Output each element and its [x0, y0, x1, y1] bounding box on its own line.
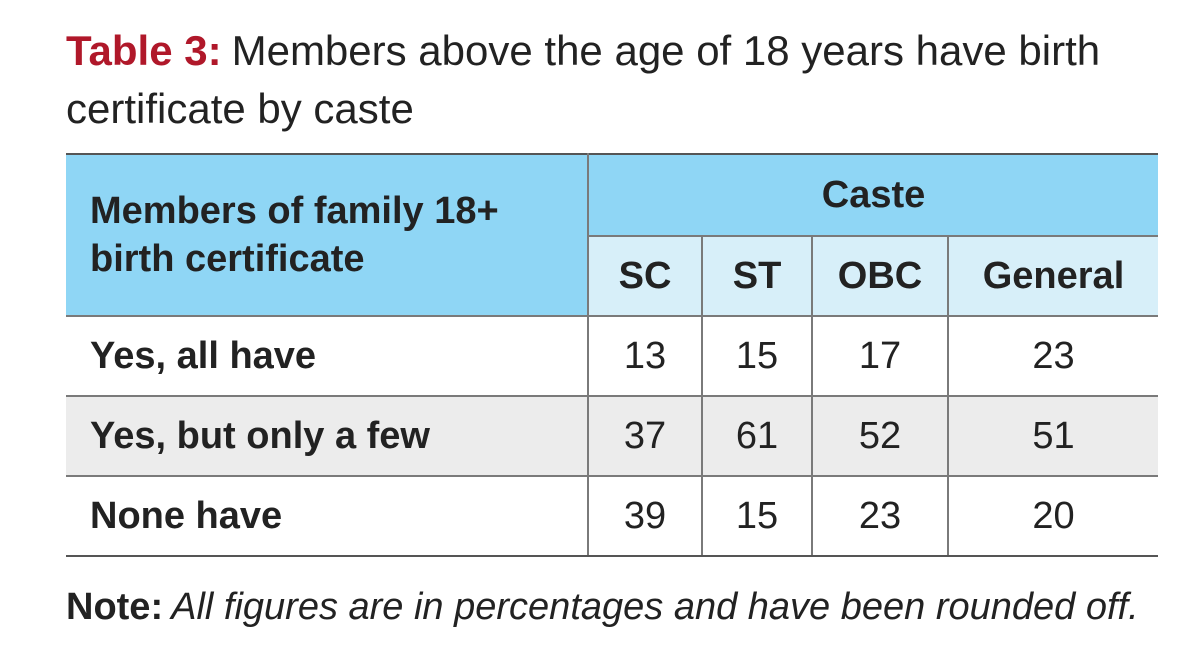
cell-value: 37: [587, 395, 703, 477]
cell-value: 20: [947, 475, 1158, 557]
cell-value: 23: [811, 475, 949, 557]
table-row: Yes, all have 13 15 17 23: [66, 315, 1158, 397]
note-text: All figures are in percentages and have …: [171, 586, 1139, 628]
cell-value: 13: [587, 315, 703, 397]
cell-value: 39: [587, 475, 703, 557]
table-number: Table 3:: [66, 27, 222, 74]
row-label: None have: [66, 475, 589, 557]
column-header-sc: SC: [588, 235, 703, 317]
table-caption: Members above the age of 18 years have b…: [66, 27, 1101, 132]
column-header-st: ST: [701, 235, 813, 317]
table-note: Note: All figures are in percentages and …: [66, 580, 1186, 634]
row-label: Yes, all have: [66, 315, 589, 397]
cell-value: 17: [811, 315, 949, 397]
cell-value: 51: [947, 395, 1158, 477]
cell-value: 52: [811, 395, 949, 477]
table-title: Table 3: Members above the age of 18 year…: [66, 22, 1166, 138]
cell-value: 23: [947, 315, 1158, 397]
column-header-obc: OBC: [811, 235, 949, 317]
table-row: Yes, but only a few 37 61 52 51: [66, 395, 1158, 477]
header-row: Members of family 18+ birth certificate …: [66, 153, 1158, 317]
cell-value: 15: [701, 475, 813, 557]
note-label: Note:: [66, 586, 164, 628]
subheader-row: SC ST OBC General: [66, 235, 1158, 317]
table-row: None have 39 15 23 20: [66, 475, 1158, 557]
cell-value: 15: [701, 315, 813, 397]
row-header-cell: Members of family 18+ birth certificate: [66, 153, 589, 317]
caste-group-header: Caste: [587, 153, 1158, 237]
data-table: Members of family 18+ birth certificate …: [66, 153, 1158, 557]
row-label: Yes, but only a few: [66, 395, 589, 477]
column-header-general: General: [947, 235, 1158, 317]
cell-value: 61: [701, 395, 813, 477]
